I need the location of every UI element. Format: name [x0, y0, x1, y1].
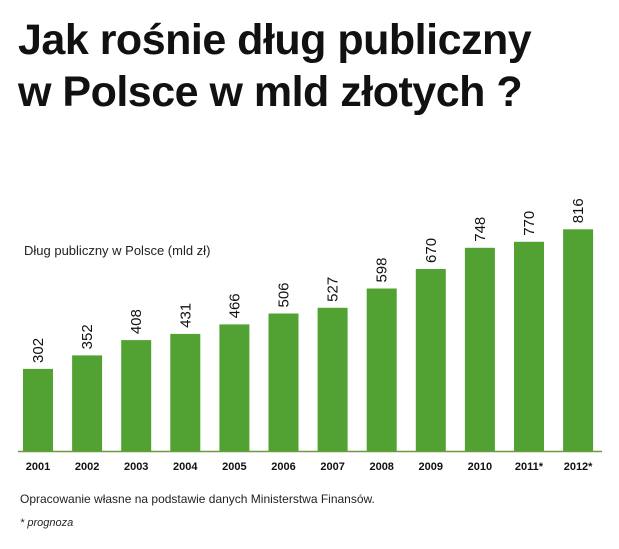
data-label: 431: [177, 303, 194, 328]
data-label: 302: [30, 338, 47, 363]
data-label: 352: [79, 324, 96, 349]
x-tick-label: 2001: [26, 461, 50, 473]
x-tick-label: 2003: [124, 461, 148, 473]
bar-2007: [317, 307, 348, 451]
bar-2009: [415, 269, 446, 451]
title-line-1: Jak rośnie dług publiczny: [18, 16, 532, 64]
data-label: 506: [276, 282, 293, 307]
bar-2011-forecast: [514, 241, 544, 451]
bar-2008: [366, 288, 397, 451]
x-tick-label: 2004: [173, 461, 198, 473]
forecast-footnote: * prognoza: [20, 517, 74, 529]
data-label: 598: [374, 257, 391, 282]
data-label: 408: [128, 309, 145, 334]
x-tick-label: 2006: [271, 461, 295, 473]
x-tick-label: 2007: [320, 461, 344, 473]
bar-2010: [464, 247, 495, 451]
data-label: 466: [226, 293, 243, 318]
bar-2006: [268, 313, 299, 451]
source-note: Opracowanie własne na podstawie danych M…: [20, 492, 375, 506]
bar-2001: [23, 368, 53, 451]
chart-title: Jak rośnie dług publiczny w Polsce w mld…: [18, 14, 608, 118]
data-label: 770: [521, 211, 538, 236]
x-tick-label: 2002: [75, 461, 99, 473]
bar-2003: [121, 340, 152, 451]
x-tick-label: 2008: [369, 461, 393, 473]
data-label: 816: [570, 198, 587, 223]
bar-2012-forecast: [563, 229, 594, 451]
x-tick-label: 2012*: [564, 461, 593, 473]
x-tick-label: 2011*: [515, 461, 544, 473]
data-label: 670: [423, 238, 440, 263]
x-tick-label: 2009: [419, 461, 443, 473]
bar-2005: [219, 324, 250, 451]
x-tick-label: 2005: [222, 461, 246, 473]
title-line-2: w Polsce w mld złotych ?: [18, 68, 523, 116]
chart-subtitle: Dług publiczny w Polsce (mld zł): [24, 243, 211, 258]
data-label: 748: [472, 217, 489, 242]
data-label: 527: [325, 277, 342, 302]
x-tick-label: 2010: [468, 461, 492, 473]
bar-2004: [170, 333, 201, 451]
bar-2002: [72, 355, 103, 451]
